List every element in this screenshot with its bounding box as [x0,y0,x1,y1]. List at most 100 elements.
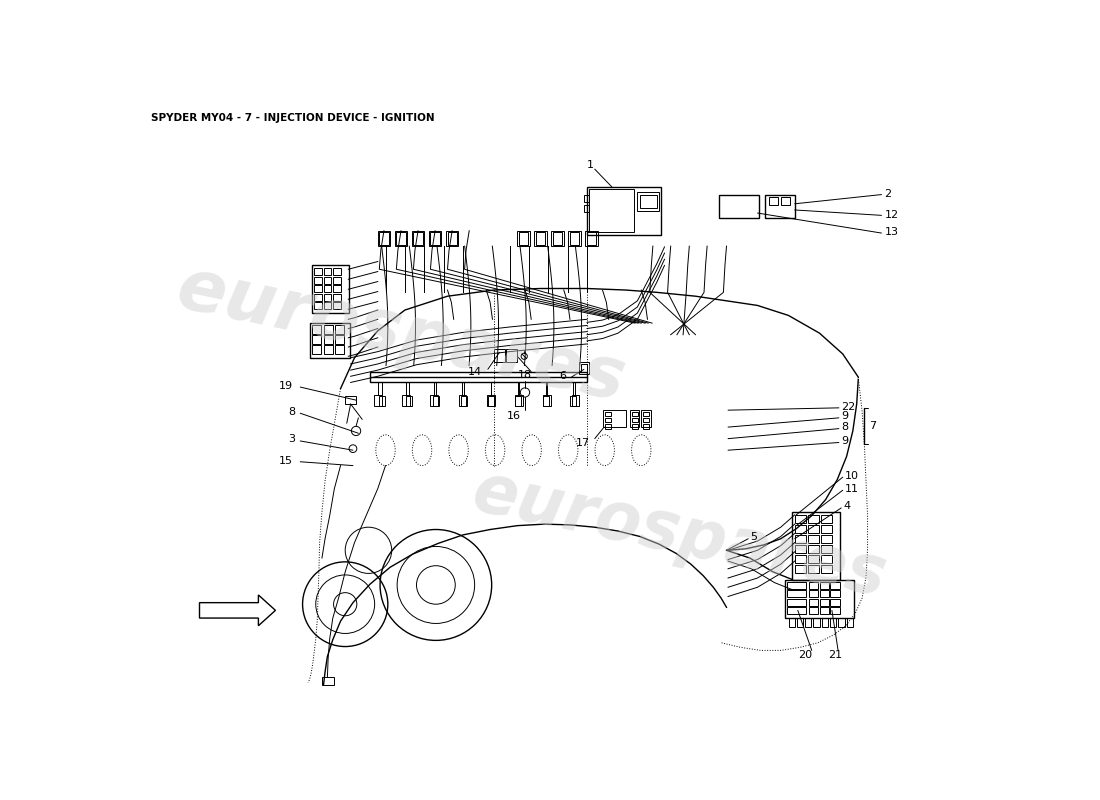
Bar [322,678,334,685]
Bar [448,232,456,245]
Bar [637,192,659,210]
Bar [786,582,806,589]
Bar [411,230,425,246]
Bar [820,599,828,606]
Bar [807,555,818,563]
Bar [605,412,610,416]
Bar [315,286,322,292]
Bar [406,396,412,406]
Bar [403,394,410,406]
Bar [786,599,806,606]
Bar [506,349,517,362]
Bar [808,607,818,614]
Bar [333,269,341,275]
Bar [333,277,341,284]
Bar [640,194,657,209]
Bar [807,535,818,543]
Bar [542,396,549,406]
Bar [312,326,321,334]
Text: 3: 3 [288,434,296,445]
Bar [395,230,407,246]
Bar [584,194,588,202]
Bar [821,515,832,523]
Bar [631,412,638,416]
Bar [315,294,322,301]
Bar [336,335,344,344]
Bar [323,302,331,310]
Bar [830,607,839,614]
Bar [536,232,546,245]
Bar [429,230,441,246]
Bar [585,230,598,246]
Bar [336,326,344,334]
Bar [781,197,790,205]
Bar [792,512,840,579]
Bar [336,346,344,354]
Bar [569,230,581,246]
Bar [603,410,626,427]
Bar [572,394,580,406]
Text: eurospares: eurospares [170,254,631,416]
Bar [584,205,588,212]
Bar [430,232,440,245]
Bar [553,232,562,245]
Bar [807,525,818,534]
Bar [821,555,832,563]
Bar [820,582,828,589]
Bar [323,277,331,284]
Bar [323,269,331,275]
Text: 21: 21 [828,650,843,660]
Bar [805,618,812,627]
Bar [517,230,530,246]
Text: 10: 10 [845,470,859,481]
Bar [794,545,805,554]
Bar [789,618,794,627]
Bar [784,579,855,618]
Bar [312,266,349,313]
Bar [813,618,820,627]
Bar [315,269,322,275]
Text: 11: 11 [845,484,859,494]
Bar [794,525,805,534]
Bar [718,194,759,218]
Text: 5: 5 [750,532,758,542]
Bar [377,230,390,246]
Bar [796,618,803,627]
Bar [794,515,805,523]
Bar [822,618,828,627]
Bar [370,372,587,382]
Bar [323,294,331,301]
Bar [631,418,638,422]
Bar [808,582,818,589]
Bar [821,545,832,554]
Text: 17: 17 [576,438,590,447]
Bar [323,335,333,344]
Bar [535,230,547,246]
Bar [786,607,806,614]
Bar [629,410,639,427]
Text: 14: 14 [468,366,482,377]
Bar [821,525,832,534]
Bar [794,555,805,563]
Bar [414,232,422,245]
Text: 8: 8 [842,422,848,432]
Text: 6: 6 [559,370,566,381]
Text: 9: 9 [842,436,848,446]
Bar [446,230,459,246]
Text: 18: 18 [518,370,532,380]
Text: 15: 15 [278,456,293,466]
Bar [430,394,438,406]
Bar [378,396,385,406]
Bar [345,396,356,404]
Text: 20: 20 [799,650,813,660]
Bar [794,565,805,574]
Bar [309,323,350,358]
Bar [808,590,818,598]
Bar [323,346,333,354]
Bar [807,565,818,574]
Bar [830,590,839,598]
Text: 19: 19 [278,381,293,390]
Bar [551,230,563,246]
Bar [487,394,495,406]
Bar [830,618,836,627]
